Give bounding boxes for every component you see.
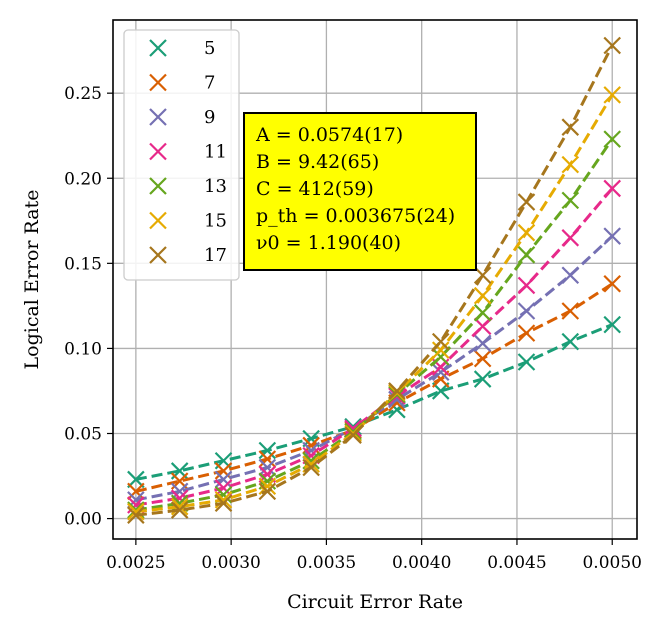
- data-point: [517, 193, 536, 211]
- data-point: [302, 458, 320, 477]
- data-point: [561, 332, 580, 351]
- data-point: [517, 276, 536, 295]
- data-point: [473, 266, 492, 285]
- fit-parameter-line: C = 412(59): [256, 178, 374, 200]
- legend-label: 11: [204, 142, 227, 163]
- fit-parameter-line: B = 9.42(65): [256, 151, 379, 173]
- data-point: [431, 348, 450, 366]
- data-point: [214, 470, 233, 489]
- data-point: [170, 501, 189, 519]
- data-point: [473, 303, 492, 322]
- x-tick-label: 0.0030: [201, 553, 260, 573]
- ticks: 0.0025 0.0030 0.0035 0.0040 0.0045 0.0050 0.00…: [64, 84, 642, 573]
- plot-frame: [112, 19, 638, 540]
- legend-label: 5: [204, 38, 215, 59]
- data-point: [603, 86, 622, 104]
- legend-label: 7: [204, 73, 215, 94]
- data-point: [517, 353, 536, 371]
- data-point: [473, 334, 492, 353]
- legend-marker: [149, 246, 167, 264]
- x-tick-label: 0.0035: [297, 553, 356, 573]
- data-point: [603, 179, 622, 198]
- legend-marker: [149, 73, 167, 92]
- y-tick-label: 0.10: [64, 339, 102, 359]
- x-tick-label: 0.0045: [487, 553, 546, 573]
- data-point: [127, 482, 145, 501]
- x-tick-label: 0.0050: [582, 553, 641, 573]
- data-point: [473, 349, 492, 368]
- series-17: [127, 36, 622, 524]
- data-point: [603, 130, 622, 148]
- legend-marker: [149, 177, 167, 195]
- data-point: [517, 302, 536, 320]
- data-point: [517, 223, 536, 242]
- data-point: [603, 36, 622, 55]
- data-point: [127, 506, 145, 524]
- data-point: [603, 274, 622, 293]
- data-point: [561, 155, 580, 174]
- data-point: [431, 363, 450, 382]
- legend-marker: [149, 211, 167, 230]
- data-point: [473, 370, 492, 388]
- series-5: [127, 315, 622, 489]
- data-point: [603, 315, 622, 334]
- fit-line-17: [135, 44, 614, 517]
- legend: 5 7 9 11 13 15 17: [123, 29, 240, 281]
- data-point: [561, 229, 580, 247]
- legend-label: 9: [204, 107, 215, 128]
- x-tick-label: 0.0025: [106, 553, 165, 573]
- y-tick-label: 0.20: [64, 169, 102, 189]
- series-layer: [127, 36, 622, 524]
- y-tick-label: 0.15: [64, 254, 102, 274]
- fit-parameter-line: A = 0.0574(17): [255, 124, 403, 146]
- legend-label: 17: [204, 245, 227, 266]
- x-tick-label: 0.0040: [392, 553, 451, 573]
- legend-label: 15: [204, 211, 227, 232]
- data-point: [388, 382, 406, 400]
- data-point: [127, 502, 145, 521]
- data-point: [431, 341, 450, 359]
- data-point: [561, 302, 580, 320]
- fit-line-7: [135, 282, 614, 493]
- data-point: [561, 191, 580, 210]
- data-point: [214, 494, 233, 513]
- data-point: [258, 458, 277, 477]
- legend-label: 13: [204, 176, 227, 197]
- data-point: [561, 266, 580, 285]
- legend-frame: [123, 29, 240, 281]
- fit-line-15: [135, 94, 614, 514]
- fit-box-frame: [243, 112, 477, 271]
- legend-marker: [149, 39, 167, 57]
- data-point: [473, 317, 492, 336]
- data-point: [603, 227, 622, 245]
- data-point: [561, 118, 580, 136]
- data-point: [258, 482, 277, 501]
- y-tick-label: 0.25: [64, 84, 102, 104]
- data-point: [214, 462, 233, 480]
- legend-marker: [149, 108, 167, 126]
- data-point: [258, 450, 277, 468]
- fit-parameter-line: ν0 = 1.190(40): [256, 232, 401, 254]
- data-point: [344, 426, 362, 444]
- data-point: [431, 332, 450, 351]
- fit-parameters-box: A = 0.0574(17) B = 9.42(65) C = 412(59) p_t…: [243, 112, 477, 271]
- y-tick-label: 0.00: [64, 510, 102, 530]
- y-axis-label: Logical Error Rate: [21, 190, 43, 370]
- data-point: [517, 246, 536, 264]
- data-point: [258, 441, 277, 460]
- legend-marker: [149, 142, 167, 161]
- y-tick-label: 0.05: [64, 424, 102, 444]
- x-axis-label: Circuit Error Rate: [287, 591, 463, 613]
- fit-parameter-line: p_th = 0.003675(24): [256, 205, 455, 227]
- data-point: [517, 324, 536, 342]
- data-point: [473, 286, 492, 305]
